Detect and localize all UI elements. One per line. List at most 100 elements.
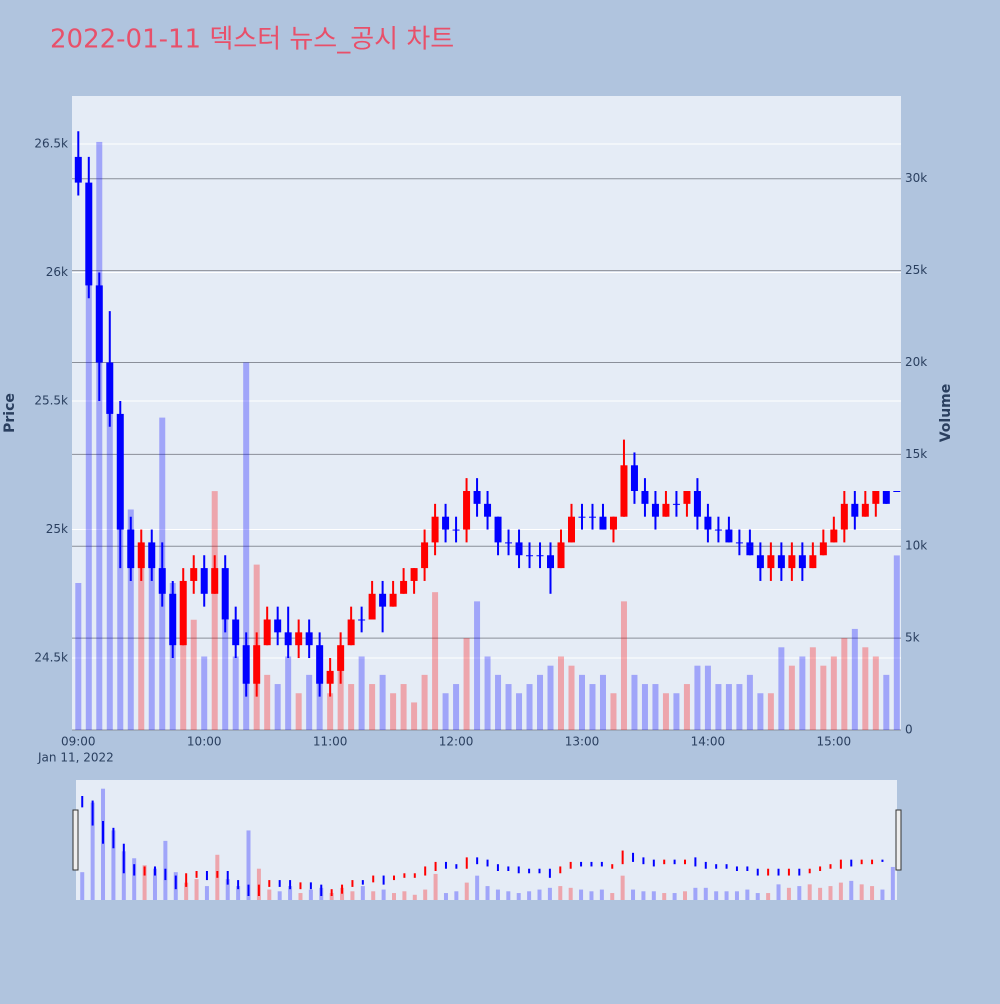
candle-body [284, 632, 292, 646]
candle-body [840, 503, 848, 530]
range-slider-preview [80, 788, 895, 900]
candle-body [305, 632, 313, 646]
y-tick-label: 25.5k [34, 394, 68, 408]
candle-body [316, 645, 324, 684]
volume-bar [641, 684, 648, 730]
candle-body [358, 619, 366, 621]
candle-body [95, 285, 103, 363]
mini-volume-bar [818, 887, 823, 900]
volume-bar [883, 674, 890, 730]
candle-body [242, 645, 250, 684]
volume-bar [704, 665, 711, 730]
candle-body [578, 516, 586, 518]
candle-body [484, 503, 492, 517]
candle-body [526, 555, 534, 557]
x-tick-label: 15:00 [817, 735, 852, 749]
candle-body [263, 619, 271, 646]
chart-title: 2022-01-11 덱스터 뉴스_공시 차트 [50, 25, 454, 55]
volume-bar [778, 647, 785, 730]
y2-tick-label: 5k [905, 631, 920, 645]
candle-body [851, 503, 859, 517]
volume-bar [495, 674, 502, 730]
mini-volume-bar [890, 866, 895, 900]
mini-volume-bar [870, 886, 875, 900]
volume-bar [673, 693, 680, 730]
volume-bar [180, 638, 187, 730]
volume-bar [117, 472, 124, 730]
plot-area [72, 96, 901, 730]
x-tick-label: 14:00 [691, 735, 726, 749]
candle-body [137, 542, 145, 569]
volume-bar [369, 684, 376, 730]
range-slider[interactable] [76, 780, 897, 900]
x-tick-label: 12:00 [439, 735, 474, 749]
volume-bar [285, 656, 292, 730]
candle-body [295, 632, 303, 646]
candle-body [158, 568, 166, 594]
candle-body [588, 516, 596, 518]
candle-body [494, 516, 502, 543]
mini-volume-bar [423, 889, 428, 900]
candle-body [452, 529, 460, 531]
mini-volume-bar [838, 882, 843, 900]
candles [74, 131, 901, 697]
volume-bar [484, 656, 491, 730]
mini-volume-bar [568, 887, 573, 900]
candle-body [725, 529, 733, 543]
volume-bar [537, 674, 544, 730]
mini-volume-bar [402, 891, 407, 900]
volume-bar [578, 674, 585, 730]
candle-body [221, 568, 229, 620]
candle-body [567, 516, 575, 543]
volume-bar [348, 684, 355, 730]
volume-bar [127, 509, 134, 730]
volume-bar [421, 674, 428, 730]
candle-body [347, 619, 355, 646]
volume-bar [799, 656, 806, 730]
volume-bar [746, 674, 753, 730]
volume-bar [411, 702, 418, 730]
candle-body [421, 542, 429, 569]
candle-body [473, 490, 481, 504]
x-tick-label: 10:00 [187, 735, 222, 749]
volume-bar [862, 647, 869, 730]
mini-volume-bar [724, 891, 729, 900]
candle-body [431, 516, 439, 543]
volume-bar [243, 362, 250, 730]
volume-bar [222, 619, 229, 730]
mini-volume-bar [755, 893, 760, 900]
x-tick-label: 09:00 [61, 735, 96, 749]
candle-body [274, 619, 282, 633]
mini-volume-bar [880, 889, 885, 900]
candle-body [672, 503, 680, 505]
volume-bar [547, 665, 554, 730]
candle-body [683, 490, 691, 504]
volume-bar [683, 684, 690, 730]
candle-body [746, 542, 754, 556]
volume-bar [830, 656, 837, 730]
volume-bar [809, 647, 816, 730]
candle-body [515, 542, 523, 556]
volume-bar [558, 656, 565, 730]
volume-bar [662, 693, 669, 730]
volume-bar [757, 693, 764, 730]
volume-bar [442, 693, 449, 730]
volume-bar [453, 684, 460, 730]
mini-volume-bar [381, 889, 386, 900]
volume-bar [316, 665, 323, 730]
volume-bar [474, 601, 481, 730]
candle-body [400, 580, 408, 594]
mini-volume-bar [495, 889, 500, 900]
range-handle-left[interactable] [72, 809, 79, 871]
candle-body [693, 490, 701, 517]
mini-volume-bar [101, 788, 106, 900]
mini-volume-bar [662, 893, 667, 900]
candle-body [379, 593, 387, 607]
mini-volume-bar [184, 882, 189, 900]
candle-body [651, 503, 659, 517]
mini-volume-bar [204, 886, 209, 900]
candle-body [620, 465, 628, 517]
range-handle-right[interactable] [895, 809, 902, 871]
mini-volume-bar [340, 887, 345, 900]
mini-volume-bar [734, 891, 739, 900]
